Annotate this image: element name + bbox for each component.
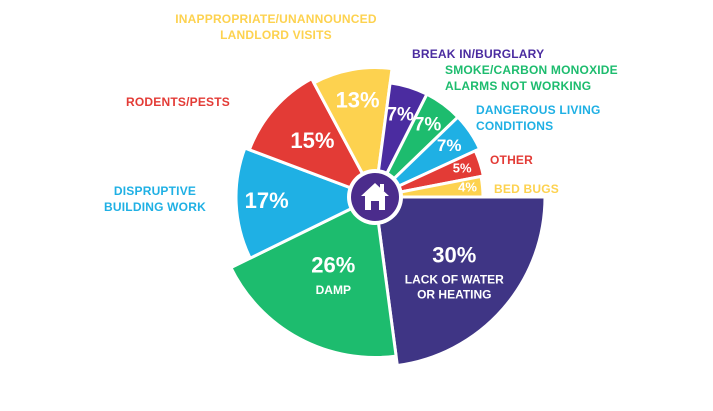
slice-percent-label: 7% — [386, 105, 414, 126]
slice-category-label: ALARMS NOT WORKING — [445, 79, 591, 93]
category-labels: DISPRUPTIVE BUILDING WORK RODENTS/PESTS INA… — [104, 12, 618, 214]
pie-slice — [373, 195, 547, 368]
pie-slices — [229, 66, 547, 368]
slice-category-label: INAPPROPRIATE/UNANNOUNCED — [175, 12, 377, 26]
slice-category-label: LACK OF WATER — [405, 273, 504, 287]
slice-percent-label: 5% — [453, 160, 472, 175]
slice-category-label: CONDITIONS — [476, 119, 553, 133]
pie-slice — [247, 77, 377, 199]
pie-slice — [373, 149, 485, 199]
slice-percent-label: 13% — [336, 87, 380, 112]
slice-percent-label: 7% — [437, 136, 462, 155]
pie-slice — [234, 146, 377, 260]
slice-category-label: BUILDING WORK — [104, 200, 206, 214]
slice-percent-label: 17% — [245, 188, 289, 213]
slice-category-label: DAMP — [316, 283, 351, 297]
slice-category-label: OR HEATING — [417, 288, 491, 302]
slice-percent-label: 15% — [290, 128, 334, 153]
slice-category-label: OTHER — [490, 153, 533, 167]
house-icon — [361, 183, 389, 210]
slice-percent-label: 26% — [311, 253, 355, 278]
slice-category-label: SMOKE/CARBON MONOXIDE — [445, 63, 618, 77]
center-badge — [347, 169, 403, 225]
slice-percent-label: 30% — [432, 242, 476, 267]
pie-slice — [312, 66, 394, 199]
slice-category-label: BREAK IN/BURGLARY — [412, 47, 544, 61]
slice-category-label: DANGEROUS LIVING — [476, 103, 601, 117]
slice-percent-label: 7% — [414, 115, 442, 136]
slice-percent-label: 4% — [458, 180, 477, 195]
slice-category-label: LANDLORD VISITS — [220, 28, 332, 42]
slice-category-label: BED BUGS — [494, 182, 559, 196]
slice-category-label: RODENTS/PESTS — [126, 95, 230, 109]
slice-category-label: DISPRUPTIVE — [114, 184, 196, 198]
pie-slice — [373, 115, 482, 199]
pie-slice — [229, 195, 398, 359]
